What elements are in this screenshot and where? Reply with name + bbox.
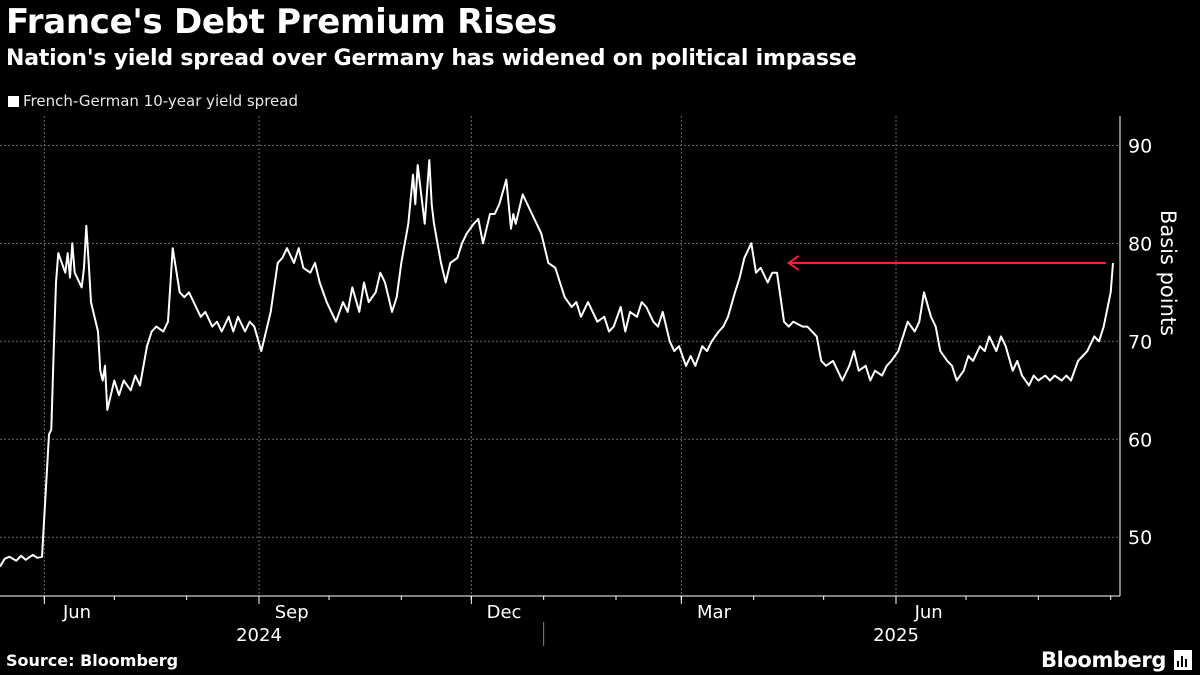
x-tick-label: Jun xyxy=(914,602,943,623)
series-layer xyxy=(0,159,1114,568)
legend-swatch xyxy=(8,95,19,107)
y-tick-label: 60 xyxy=(1128,429,1152,451)
annotations xyxy=(786,255,1106,271)
year-label: 2025 xyxy=(873,625,919,646)
chart-legend: French-German 10-year yield spread xyxy=(8,92,298,110)
axes: 50 60 70 80 90 Jun Sep Dec Mar Jun 2024 2025 xyxy=(0,116,1152,646)
series-line xyxy=(0,159,1114,568)
x-tick-label: Mar xyxy=(697,602,732,623)
x-tick-label: Dec xyxy=(487,602,522,623)
legend-label: French-German 10-year yield spread xyxy=(23,92,298,110)
x-tick-label: Sep xyxy=(275,602,309,623)
source-note: Source: Bloomberg xyxy=(6,651,179,670)
x-tick-label: Jun xyxy=(62,602,91,623)
year-label: 2024 xyxy=(236,625,282,646)
chart-title: France's Debt Premium Rises xyxy=(6,2,557,42)
bloomberg-chart-icon xyxy=(1174,650,1192,670)
y-axis-title-text: Basis points xyxy=(1156,209,1180,337)
gridlines xyxy=(0,116,1120,596)
brand-logo: Bloomberg xyxy=(1040,648,1166,672)
y-tick-label: 50 xyxy=(1128,527,1152,549)
y-tick-label: 70 xyxy=(1128,331,1152,353)
y-tick-label: 90 xyxy=(1128,135,1152,157)
chart-subtitle: Nation's yield spread over Germany has w… xyxy=(6,46,857,71)
annotation-arrow-head xyxy=(786,255,800,271)
y-tick-label: 80 xyxy=(1128,233,1152,255)
